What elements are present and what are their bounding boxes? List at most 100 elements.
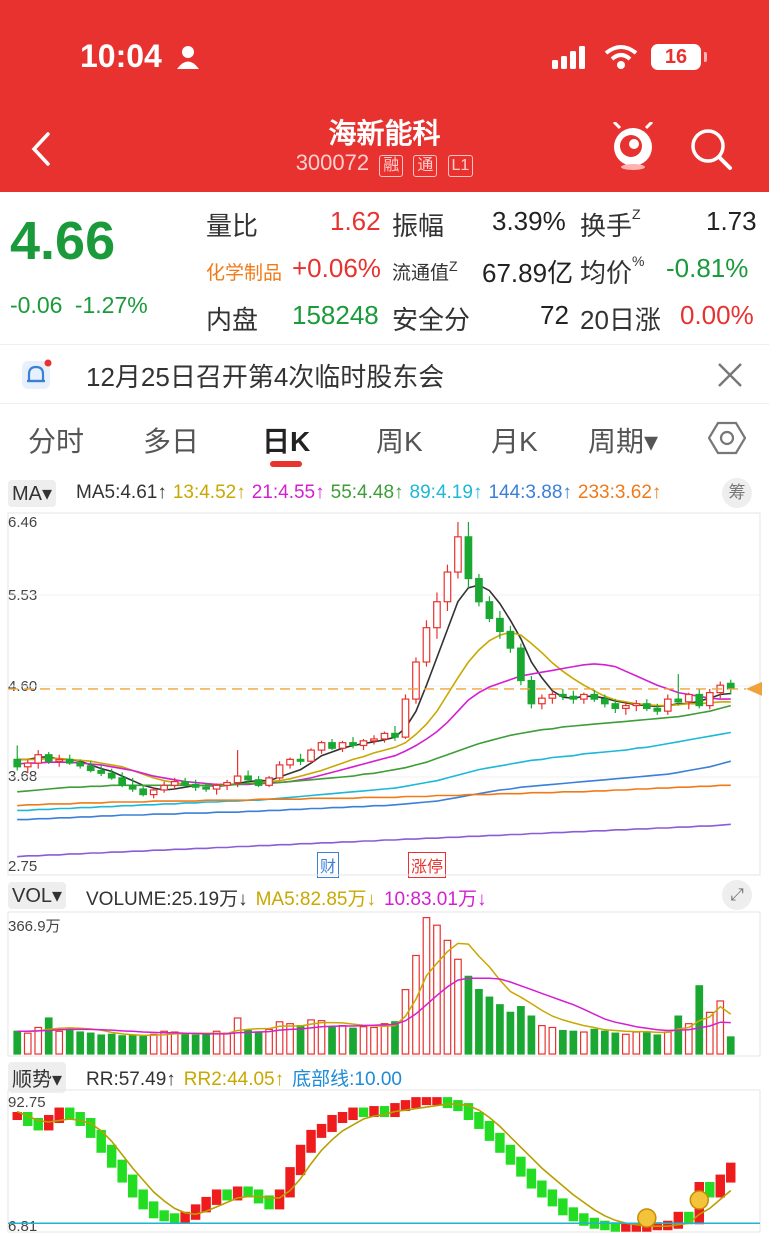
candle-body [317, 742, 326, 751]
search-icon[interactable] [688, 126, 734, 172]
ma-line-MA5 [17, 584, 731, 791]
volume-bar [506, 1011, 515, 1055]
volume-bar [23, 1032, 32, 1055]
trend-indicator-selector[interactable]: 顺势▾ [8, 1062, 67, 1093]
candle-body [275, 764, 284, 779]
stock-code-line: 300072 融 通 L1 [0, 150, 769, 177]
candle-body [55, 758, 64, 762]
candle-body [139, 788, 148, 796]
quote-label-safety: 安全分 [392, 305, 471, 335]
volume-bar [202, 1033, 210, 1055]
bell-icon [22, 359, 52, 389]
tag-level: L1 [447, 155, 474, 177]
trend-bar [705, 1182, 715, 1198]
tab-daily-k[interactable]: 日K [262, 426, 311, 457]
kline-frame [7, 512, 761, 876]
candle-body [538, 697, 546, 705]
trend-bar [138, 1189, 148, 1210]
candle-body [684, 693, 693, 703]
vol-frame [7, 911, 761, 1057]
volume-bar [359, 1026, 368, 1055]
volume-bar [34, 1026, 43, 1055]
close-icon[interactable] [716, 361, 744, 389]
expand-icon[interactable]: ⤢ [722, 880, 752, 910]
ma-line-21 [17, 663, 731, 786]
candle-body [307, 749, 315, 762]
quote-label-20d: 20日涨 [580, 305, 661, 335]
candle-body [580, 693, 588, 700]
volume-bar [674, 1015, 683, 1055]
trend-bar [369, 1106, 379, 1118]
volume-bar [254, 1031, 263, 1055]
trend-bar [33, 1117, 43, 1131]
candle-body [97, 769, 106, 774]
volume-bar [286, 1023, 294, 1055]
quote-value-amplitude: 3.39% [492, 206, 566, 236]
trend-bar [274, 1189, 285, 1210]
notice-bar[interactable]: 12月25日召开第4次临时股东会 [0, 344, 769, 404]
event-tag-limit-up[interactable]: 涨停 [408, 852, 447, 878]
trend-bar [96, 1129, 106, 1153]
candle-body [422, 627, 431, 663]
current-price: 4.66 [10, 211, 116, 271]
volume-bar [223, 1032, 231, 1055]
volume-bar [663, 1031, 672, 1055]
quote-label-sector[interactable]: 化学制品 [206, 263, 283, 284]
settings-hexagon-icon[interactable] [708, 420, 746, 456]
trend-bar [295, 1144, 306, 1176]
vol-axis-label: 366.9万 [8, 918, 61, 935]
notice-text: 12月25日召开第4次临时股东会 [86, 362, 445, 392]
back-icon[interactable] [28, 130, 54, 168]
volume-bar [149, 1033, 158, 1055]
trend-bar [411, 1097, 421, 1109]
legend-item: RR:57.49↑ [86, 1069, 176, 1090]
trend-bar [316, 1123, 327, 1138]
quote-label-turnover: 换手Z [580, 206, 641, 241]
candle-body [86, 765, 95, 772]
trend-bar [694, 1182, 704, 1225]
tab-period[interactable]: 周期▾ [588, 426, 659, 457]
person-icon [177, 46, 199, 69]
quote-value-float-cap: 67.89亿 [482, 258, 574, 288]
trend-bar [127, 1174, 138, 1198]
volume-bar [600, 1030, 609, 1055]
trend-bar [432, 1097, 442, 1106]
legend-item: MA5:4.61↑ [76, 482, 167, 503]
volume-bar [517, 1006, 525, 1055]
volume-bar [55, 1030, 64, 1055]
volume-bar [464, 975, 473, 1055]
candle-body [517, 647, 525, 682]
trend-bar [600, 1220, 610, 1231]
candle-body [244, 775, 252, 781]
trend-bar [232, 1186, 243, 1201]
chip-distribution-button[interactable]: 筹 [722, 478, 752, 508]
volume-bar [13, 1030, 22, 1055]
ma-indicator-selector[interactable]: MA▾ [8, 480, 57, 507]
tab-multiday[interactable]: 多日 [143, 426, 200, 457]
kline-axis-label: 2.75 [8, 858, 38, 875]
candle-body [128, 784, 137, 790]
tab-monthly-k[interactable]: 月K [491, 426, 538, 457]
trend-frame [7, 1089, 761, 1233]
candle-body [181, 781, 189, 786]
event-tag-finance[interactable]: 财 [317, 852, 340, 878]
volume-bar [317, 1020, 326, 1055]
tab-weekly-k[interactable]: 周K [376, 426, 423, 457]
candle-body [370, 738, 378, 742]
trend-legend: RR:57.49↑ RR2:44.05↑ 底部线:10.00 [86, 1064, 410, 1091]
volume-bar [454, 958, 462, 1055]
legend-item: 89:4.19↑ [409, 482, 483, 503]
trend-bar [547, 1189, 558, 1207]
quote-value-sector: +0.06% [292, 253, 381, 283]
volume-bar [401, 988, 410, 1055]
candle-body [212, 784, 221, 790]
trend-bar [337, 1112, 348, 1123]
tab-intraday[interactable]: 分时 [28, 426, 85, 457]
mascot-icon[interactable] [610, 122, 656, 170]
trend-bar [505, 1144, 516, 1165]
candle-body [254, 779, 263, 786]
candle-body [391, 732, 399, 738]
trend-bar [715, 1174, 725, 1198]
candle-body [65, 758, 74, 764]
vol-indicator-selector[interactable]: VOL▾ [8, 882, 67, 909]
